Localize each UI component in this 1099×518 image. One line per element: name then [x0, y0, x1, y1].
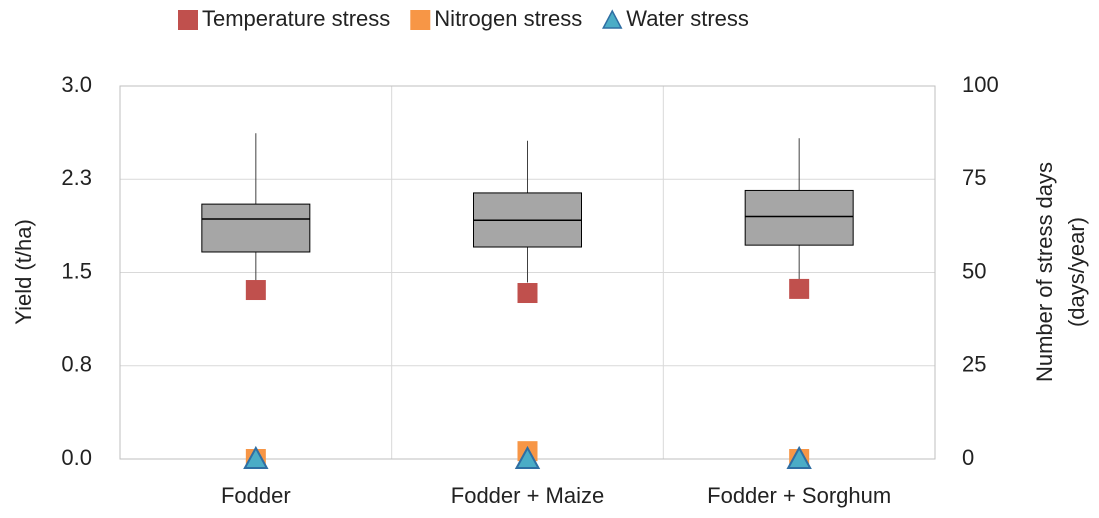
y-tick-label: 0.8: [61, 352, 92, 377]
y2-axis-label: Number of stress days: [1032, 162, 1057, 382]
legend-label: Temperature stress: [202, 6, 390, 31]
legend-marker: [178, 10, 198, 30]
y-tick-label: 1.5: [61, 258, 92, 283]
legend-marker: [410, 10, 431, 30]
y2-tick-label: 75: [962, 165, 986, 190]
legend-label: Water stress: [626, 6, 749, 31]
box: [744, 189, 854, 246]
stress-marker: [517, 283, 538, 304]
water-marker: [243, 445, 269, 469]
water-marker: [514, 445, 541, 469]
y2-tick-label: 0: [962, 445, 974, 470]
stress-marker: [789, 278, 810, 299]
y2-axis-label: (days/year): [1064, 217, 1089, 327]
y-tick-label: 3.0: [61, 72, 92, 97]
stress-marker: [245, 280, 266, 301]
x-tick-label: Fodder: [221, 483, 291, 508]
water-marker: [786, 445, 812, 469]
y2-tick-label: 50: [962, 258, 986, 283]
y-tick-label: 0.0: [61, 445, 92, 470]
legend-marker: [602, 9, 623, 29]
y-axis-label: Yield (t/ha): [11, 219, 36, 325]
y-tick-label: 2.3: [61, 165, 92, 190]
box: [201, 203, 311, 253]
y2-tick-label: 100: [962, 72, 999, 97]
y2-tick-label: 25: [962, 352, 986, 377]
x-tick-label: Fodder + Maize: [451, 483, 604, 508]
legend-label: Nitrogen stress: [434, 6, 582, 31]
x-tick-label: Fodder + Sorghum: [707, 483, 891, 508]
